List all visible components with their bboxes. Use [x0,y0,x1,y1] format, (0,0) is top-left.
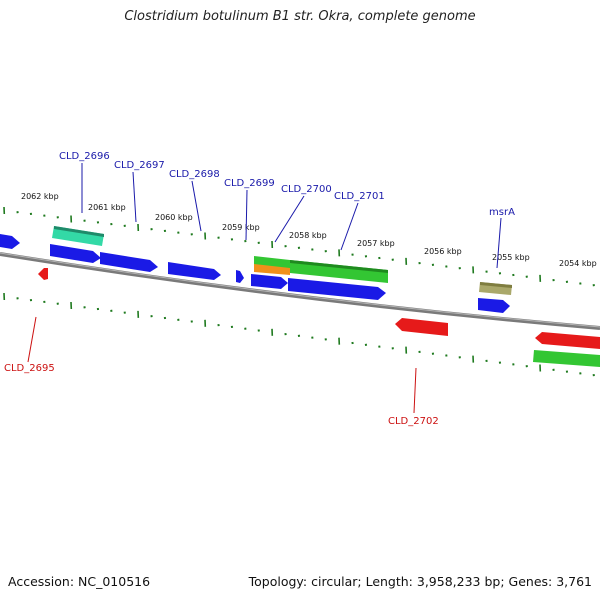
accession-text: Accession: NC_010516 [8,574,150,589]
gene-red-arrow-cld-2695[interactable] [38,268,48,280]
topology-text: Topology: circular; Length: 3,958,233 bp… [249,574,592,589]
leader-line [414,368,416,413]
gene-blue-arrow[interactable] [0,234,20,249]
gene-blue-arrow[interactable] [478,298,510,313]
kbp-label: 2059 kbp [222,223,260,232]
leader-line [246,190,247,240]
kbp-label: 2057 kbp [357,239,395,248]
leader-line [28,317,36,362]
kbp-label: 2058 kbp [289,231,327,240]
gene-red-bar[interactable] [535,332,600,349]
gene-blue-arrow[interactable] [50,244,101,263]
kbp-label: 2054 kbp [559,259,597,268]
gene-blue-arrow[interactable] [168,262,221,280]
gene-label-cld-2702[interactable]: CLD_2702 [388,416,439,427]
gene-green-bar-lower[interactable] [533,350,600,367]
leader-line [341,203,358,250]
gene-label-cld-2698[interactable]: CLD_2698 [169,169,220,180]
gene-label-cld-2699[interactable]: CLD_2699 [224,178,275,189]
gene-blue-arrow[interactable] [236,270,244,283]
gene-label-cld-2695[interactable]: CLD_2695 [4,363,55,374]
gene-red-bar-cld-2702[interactable] [395,318,448,336]
gene-label-cld-2701[interactable]: CLD_2701 [334,191,385,202]
gene-label-cld-2696[interactable]: CLD_2696 [59,151,110,162]
gene-label-msra[interactable]: msrA [489,207,515,218]
kbp-label: 2062 kbp [21,192,59,201]
gene-blue-arrow[interactable] [251,274,288,289]
kbp-label: 2061 kbp [88,203,126,212]
kbp-label: 2060 kbp [155,213,193,222]
gene-label-cld-2697[interactable]: CLD_2697 [114,160,165,171]
leader-line [192,181,201,231]
gene-label-cld-2700[interactable]: CLD_2700 [281,184,332,195]
map-title: Clostridium botulinum B1 str. Okra, comp… [0,9,600,24]
kbp-label: 2056 kbp [424,247,462,256]
leader-line [133,172,136,222]
